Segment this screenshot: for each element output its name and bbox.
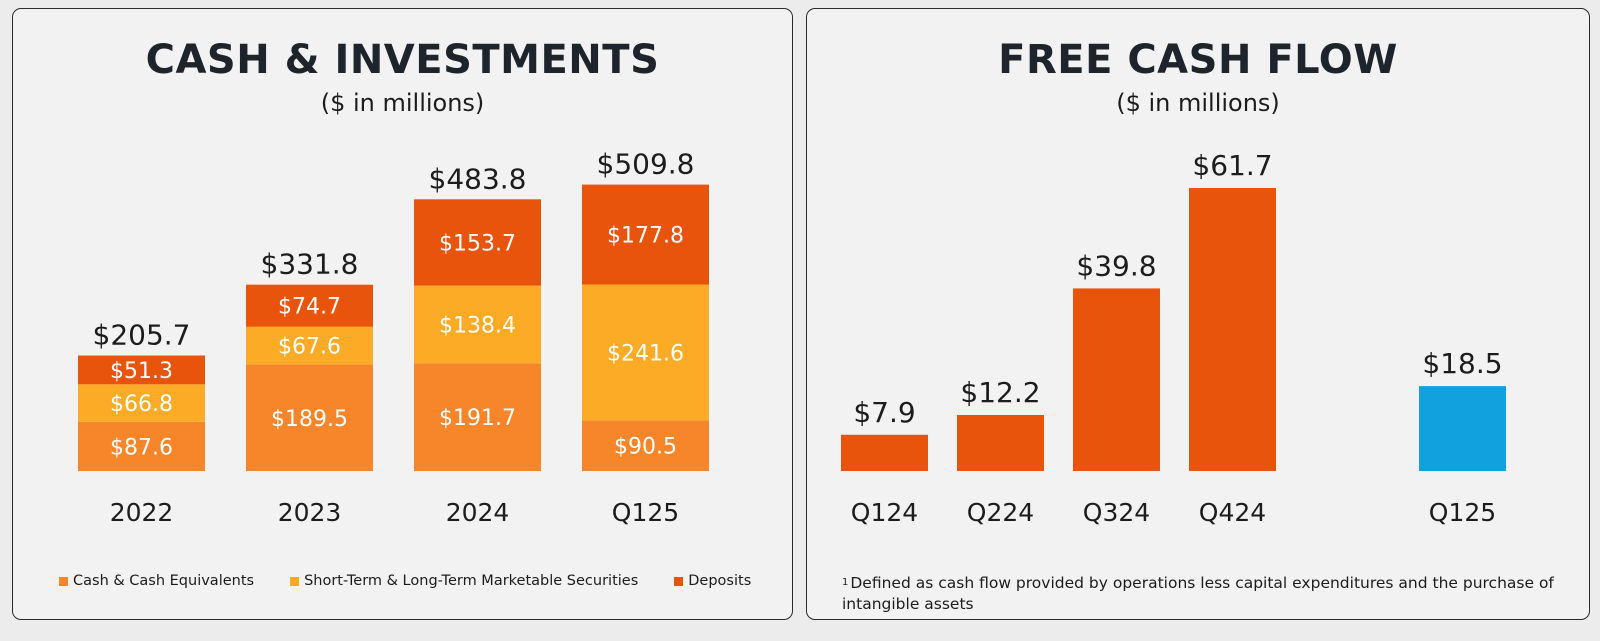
total-label-q125: $509.8 <box>597 148 695 181</box>
segment-label-2024-2: $153.7 <box>439 232 516 257</box>
segment-label-2022-0: $87.6 <box>110 435 173 460</box>
bar-segment-2022-1 <box>78 384 205 422</box>
x-tick-q324: Q324 <box>1083 498 1150 527</box>
free-cash-flow-chart: $7.9 Q124 $12.2 Q224 $39.8 Q324 $61.7 Q424 $18.5… <box>841 149 1506 527</box>
bar-segment-2023-0 <box>246 364 373 471</box>
x-tick-2022: 2022 <box>110 498 174 527</box>
bar-segment-2022-2 <box>78 355 205 385</box>
bar-q224 <box>957 415 1044 471</box>
legend-item-deposits: Deposits <box>674 573 751 589</box>
total-label-2023: $331.8 <box>261 248 359 281</box>
total-label-2024: $483.8 <box>429 162 527 195</box>
legend-label-deposits: Deposits <box>688 573 752 589</box>
segment-label-2024-0: $191.7 <box>439 406 516 431</box>
free-cash-flow-title: FREE CASH FLOW <box>998 37 1398 83</box>
bar-segment-2024-0 <box>414 363 541 471</box>
segment-label-2022-1: $66.8 <box>110 392 173 417</box>
legend-label-cash: Cash & Cash Equivalents <box>73 573 255 589</box>
bar-q124 <box>841 434 928 471</box>
value-label-q324: $39.8 <box>1076 249 1156 282</box>
segment-label-2023-1: $67.6 <box>278 335 341 360</box>
legend-item-securities: Short-Term & Long-Term Marketable Securi… <box>290 573 638 589</box>
legend-swatch-cash <box>59 576 68 586</box>
bar-segment-q125-0 <box>582 420 709 471</box>
bar-segment-2023-2 <box>246 284 373 327</box>
segment-label-2024-1: $138.4 <box>439 314 516 339</box>
x-tick-2024: 2024 <box>446 498 510 527</box>
x-tick-q125: Q125 <box>1429 498 1496 527</box>
segment-label-2023-0: $189.5 <box>271 407 348 432</box>
value-label-q424: $61.7 <box>1192 149 1272 182</box>
value-label-q125: $18.5 <box>1422 347 1502 380</box>
cash-investments-legend: Cash & Cash Equivalents Short-Term & Lon… <box>59 573 787 589</box>
segment-label-q125-0: $90.5 <box>614 435 677 460</box>
segment-label-q125-1: $241.6 <box>607 341 684 366</box>
segment-label-q125-2: $177.8 <box>607 224 684 249</box>
legend-item-cash: Cash & Cash Equivalents <box>59 573 254 589</box>
bar-segment-2023-1 <box>246 326 373 365</box>
x-tick-q224: Q224 <box>967 498 1034 527</box>
footnote-marker: 1 <box>842 577 849 588</box>
segment-label-2023-2: $74.7 <box>278 295 341 320</box>
bar-segment-q125-2 <box>582 184 709 285</box>
cash-investments-subtitle: ($ in millions) <box>320 89 485 117</box>
bar-segment-2024-1 <box>414 285 541 364</box>
bar-q424 <box>1189 188 1276 471</box>
legend-swatch-securities <box>290 576 300 586</box>
x-tick-q424: Q424 <box>1199 498 1266 527</box>
footnote: 1 Defined as cash flow provided by operat… <box>842 573 1562 615</box>
cash-investments-chart: $87.6 $66.8 $51.3 $205.7 2022 $189.5 $67.6 $74.… <box>78 148 709 527</box>
total-label-2022: $205.7 <box>93 319 191 352</box>
cash-investments-panel: CASH & INVESTMENTS ($ in millions) $87.6… <box>12 8 793 620</box>
legend-label-securities: Short-Term & Long-Term Marketable Securi… <box>304 573 639 589</box>
cash-investments-title: CASH & INVESTMENTS <box>145 37 660 83</box>
bar-q324 <box>1073 288 1160 471</box>
segment-label-2022-2: $51.3 <box>110 359 173 384</box>
bar-segment-2024-2 <box>414 199 541 286</box>
footnote-text: Defined as cash flow provided by operati… <box>842 574 1554 613</box>
x-tick-q125: Q125 <box>612 498 679 527</box>
bar-segment-2022-0 <box>78 421 205 471</box>
value-label-q124: $7.9 <box>853 396 915 429</box>
bar-q125 <box>1419 386 1506 471</box>
bar-segment-q125-1 <box>582 284 709 421</box>
legend-swatch-deposits <box>674 576 684 586</box>
x-tick-2023: 2023 <box>278 498 342 527</box>
x-tick-q124: Q124 <box>851 498 918 527</box>
free-cash-flow-subtitle: ($ in millions) <box>1116 89 1280 117</box>
free-cash-flow-panel: FREE CASH FLOW ($ in millions) $7.9 Q124 $… <box>806 8 1590 620</box>
value-label-q224: $12.2 <box>960 376 1040 409</box>
